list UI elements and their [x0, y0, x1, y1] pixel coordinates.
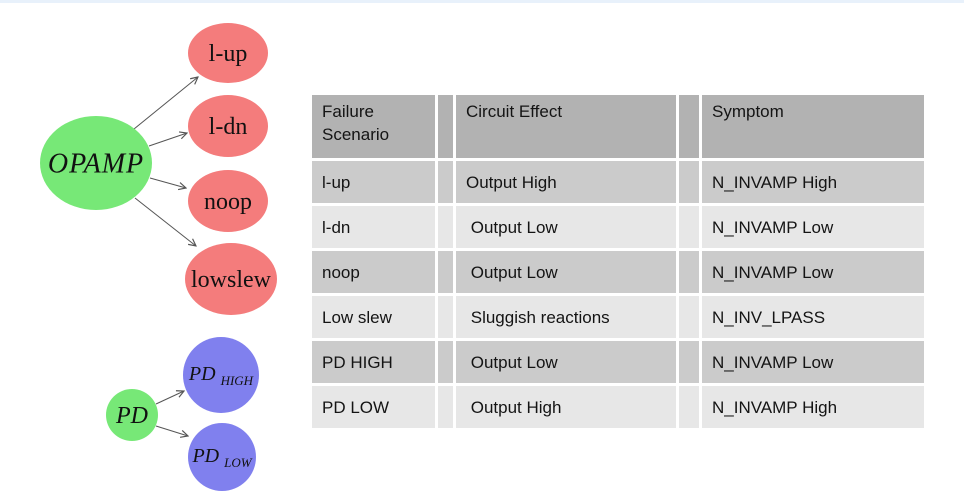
ldn-node-label: l-dn — [209, 114, 248, 140]
edge-pd-pdhigh — [155, 391, 184, 405]
table-row: l-up Output High N_INVAMP High — [312, 161, 924, 203]
header-symptom: Symptom — [702, 95, 924, 158]
cell-scenario: l-dn — [312, 206, 435, 248]
cell-effect: Output High — [456, 386, 676, 428]
edge-opamp-noop — [149, 177, 186, 188]
table-header-row: Failure Scenario Circuit Effect Symptom — [312, 95, 924, 158]
noop-node-label: noop — [204, 189, 252, 215]
failure-table-container: Failure Scenario Circuit Effect Symptom … — [309, 92, 927, 431]
spacer-cell — [679, 206, 699, 248]
spacer-cell — [679, 341, 699, 383]
ldn-node — [188, 95, 268, 157]
header-failure-scenario: Failure Scenario — [312, 95, 435, 158]
spacer-cell — [438, 206, 453, 248]
table-row: Low slew Sluggish reactions N_INV_LPASS — [312, 296, 924, 338]
edge-opamp-lup — [133, 77, 198, 130]
cell-scenario: noop — [312, 251, 435, 293]
spacer-cell — [438, 386, 453, 428]
table-row: noop Output Low N_INVAMP Low — [312, 251, 924, 293]
table-row: l-dn Output Low N_INVAMP Low — [312, 206, 924, 248]
opamp-node — [40, 116, 152, 210]
cell-effect: Output Low — [456, 206, 676, 248]
cell-effect: Output High — [456, 161, 676, 203]
pdhigh-node — [183, 337, 259, 413]
cell-effect: Sluggish reactions — [456, 296, 676, 338]
cell-symptom: N_INVAMP High — [702, 161, 924, 203]
spacer-cell — [438, 296, 453, 338]
cell-symptom: N_INVAMP High — [702, 386, 924, 428]
spacer-cell — [679, 386, 699, 428]
pdlow-node — [188, 423, 256, 491]
spacer-cell — [438, 161, 453, 203]
edge-opamp-ldn — [148, 133, 187, 147]
spacer-cell — [679, 161, 699, 203]
cell-effect: Output Low — [456, 341, 676, 383]
lup-node-label: l-up — [209, 41, 248, 67]
cell-symptom: N_INVAMP Low — [702, 251, 924, 293]
spacer-cell — [679, 296, 699, 338]
cell-scenario: l-up — [312, 161, 435, 203]
edge-opamp-lowslew — [134, 197, 196, 246]
failure-table: Failure Scenario Circuit Effect Symptom … — [309, 92, 927, 431]
opamp-node-label: OPAMP — [48, 149, 144, 180]
cell-scenario: PD LOW — [312, 386, 435, 428]
spacer-cell — [438, 251, 453, 293]
spacer-cell — [438, 341, 453, 383]
top-accent-bar — [0, 0, 964, 3]
header-spacer — [679, 95, 699, 158]
lup-node — [188, 23, 268, 83]
spacer-cell — [679, 251, 699, 293]
pd-node — [106, 389, 158, 441]
pdhigh-node-label: PD HIGH — [188, 363, 254, 388]
header-circuit-effect: Circuit Effect — [456, 95, 676, 158]
table-row: PD LOW Output High N_INVAMP High — [312, 386, 924, 428]
cell-scenario: Low slew — [312, 296, 435, 338]
fault-tree-diagram: OPAMP l-up l-dn noop lowslew PD PD HIGH … — [40, 23, 277, 491]
pd-node-label: PD — [115, 403, 148, 429]
pdlow-node-label: PD LOW — [191, 445, 252, 470]
cell-effect: Output Low — [456, 251, 676, 293]
table-row: PD HIGH Output Low N_INVAMP Low — [312, 341, 924, 383]
cell-symptom: N_INV_LPASS — [702, 296, 924, 338]
lowslew-node — [185, 243, 277, 315]
cell-scenario: PD HIGH — [312, 341, 435, 383]
lowslew-node-label: lowslew — [191, 267, 272, 293]
noop-node — [188, 170, 268, 232]
cell-symptom: N_INVAMP Low — [702, 206, 924, 248]
header-spacer — [438, 95, 453, 158]
edge-pd-pdlow — [155, 425, 188, 436]
cell-symptom: N_INVAMP Low — [702, 341, 924, 383]
